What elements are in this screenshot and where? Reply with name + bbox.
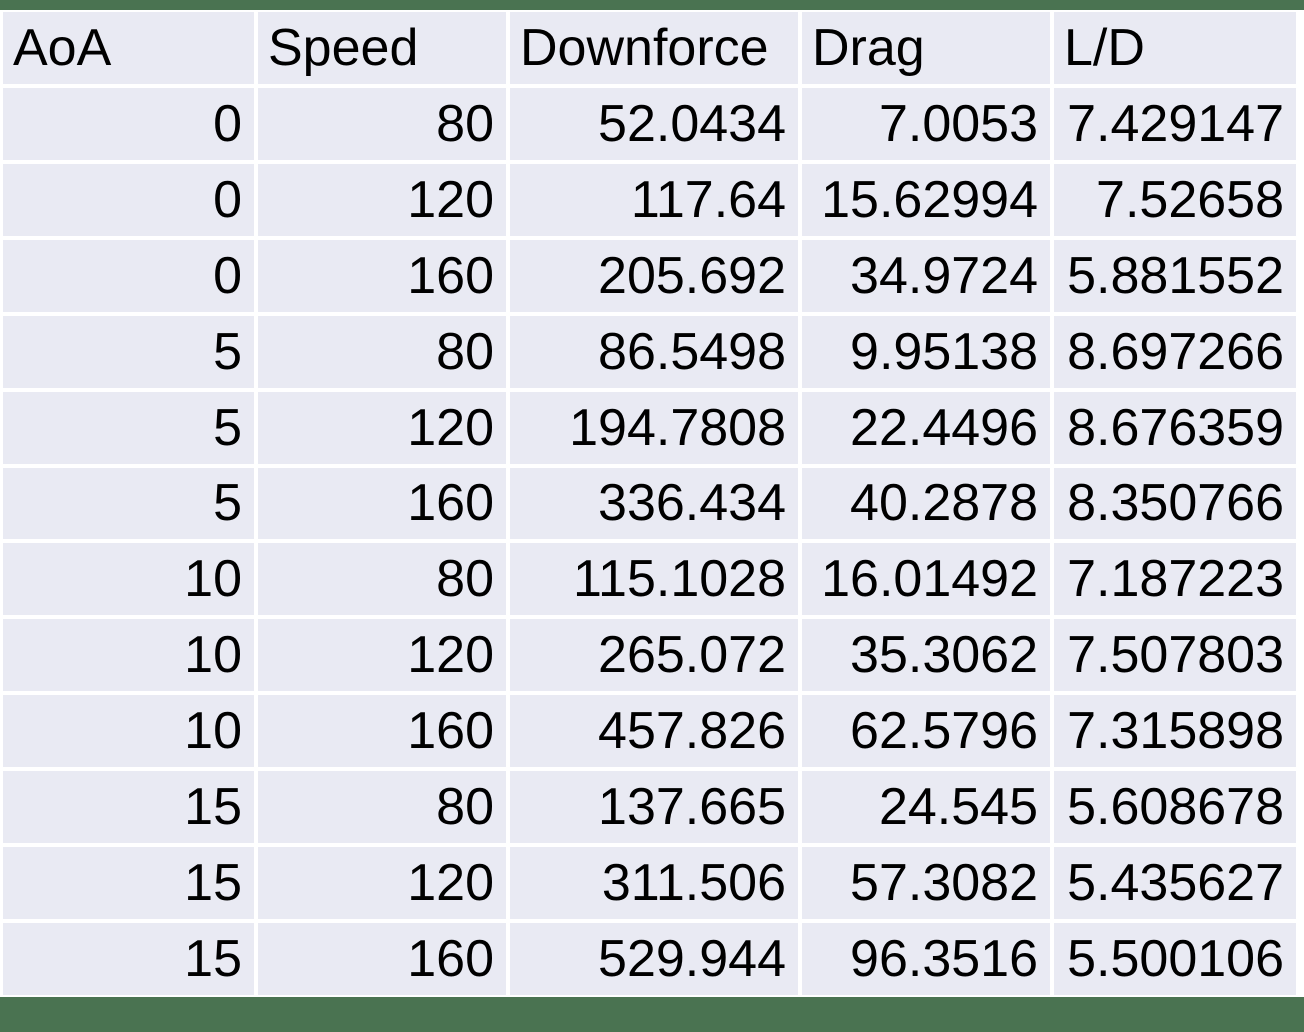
column-header-aoa[interactable]: AoA — [3, 12, 254, 84]
table-cell[interactable]: 57.3082 — [802, 847, 1050, 920]
table-cell[interactable]: 7.507803 — [1054, 619, 1296, 692]
table-cell[interactable]: 5.881552 — [1054, 239, 1296, 312]
table-cell[interactable]: 15 — [3, 771, 254, 844]
table-cell[interactable]: 80 — [258, 315, 506, 388]
table-cell[interactable]: 15 — [3, 847, 254, 920]
table-cell[interactable]: 15 — [3, 923, 254, 995]
table-cell[interactable]: 5 — [3, 315, 254, 388]
column-header-l-d[interactable]: L/D — [1054, 12, 1296, 84]
table-cell[interactable]: 160 — [258, 239, 506, 312]
table-cell[interactable]: 457.826 — [510, 695, 798, 768]
data-table: AoA Speed Downforce Drag L/D 0 80 52.0434 7.0053… — [0, 10, 1304, 997]
table-cell[interactable]: 80 — [258, 543, 506, 616]
column-header-speed[interactable]: Speed — [258, 12, 506, 84]
table-cell[interactable]: 205.692 — [510, 239, 798, 312]
table-cell[interactable]: 0 — [3, 87, 254, 160]
table-cell[interactable]: 80 — [258, 771, 506, 844]
table-cell[interactable]: 529.944 — [510, 923, 798, 995]
table-cell[interactable]: 35.3062 — [802, 619, 1050, 692]
column-header-downforce[interactable]: Downforce — [510, 12, 798, 84]
table-cell[interactable]: 5 — [3, 467, 254, 540]
table-cell[interactable]: 311.506 — [510, 847, 798, 920]
table-cell[interactable]: 24.545 — [802, 771, 1050, 844]
table-cell[interactable]: 7.52658 — [1054, 163, 1296, 236]
table-cell[interactable]: 115.1028 — [510, 543, 798, 616]
table-cell[interactable]: 8.350766 — [1054, 467, 1296, 540]
table-cell[interactable]: 5 — [3, 391, 254, 464]
table-cell[interactable]: 120 — [258, 847, 506, 920]
table-cell[interactable]: 10 — [3, 543, 254, 616]
table-cell[interactable]: 265.072 — [510, 619, 798, 692]
table-cell[interactable]: 9.95138 — [802, 315, 1050, 388]
table-cell[interactable]: 120 — [258, 391, 506, 464]
table-cell[interactable]: 7.0053 — [802, 87, 1050, 160]
table-cell[interactable]: 62.5796 — [802, 695, 1050, 768]
table-cell[interactable]: 86.5498 — [510, 315, 798, 388]
table-cell[interactable]: 5.500106 — [1054, 923, 1296, 995]
table-cell[interactable]: 7.187223 — [1054, 543, 1296, 616]
table-cell[interactable]: 160 — [258, 695, 506, 768]
table-cell[interactable]: 80 — [258, 87, 506, 160]
table-cell[interactable]: 40.2878 — [802, 467, 1050, 540]
table-cell[interactable]: 120 — [258, 619, 506, 692]
table-cell[interactable]: 22.4496 — [802, 391, 1050, 464]
table-cell[interactable]: 117.64 — [510, 163, 798, 236]
table-cell[interactable]: 5.608678 — [1054, 771, 1296, 844]
table-cell[interactable]: 34.9724 — [802, 239, 1050, 312]
table-cell[interactable]: 52.0434 — [510, 87, 798, 160]
column-header-drag[interactable]: Drag — [802, 12, 1050, 84]
table-cell[interactable]: 120 — [258, 163, 506, 236]
table-cell[interactable]: 5.435627 — [1054, 847, 1296, 920]
table-cell[interactable]: 16.01492 — [802, 543, 1050, 616]
table-cell[interactable]: 8.676359 — [1054, 391, 1296, 464]
table-cell[interactable]: 7.315898 — [1054, 695, 1296, 768]
table-cell[interactable]: 15.62994 — [802, 163, 1050, 236]
table-cell[interactable]: 160 — [258, 467, 506, 540]
table-cell[interactable]: 0 — [3, 163, 254, 236]
table-cell[interactable]: 96.3516 — [802, 923, 1050, 995]
table-cell[interactable]: 0 — [3, 239, 254, 312]
table-cell[interactable]: 336.434 — [510, 467, 798, 540]
table-cell[interactable]: 194.7808 — [510, 391, 798, 464]
table-cell[interactable]: 10 — [3, 695, 254, 768]
table-cell[interactable]: 137.665 — [510, 771, 798, 844]
table-cell[interactable]: 160 — [258, 923, 506, 995]
table-cell[interactable]: 10 — [3, 619, 254, 692]
table-cell[interactable]: 7.429147 — [1054, 87, 1296, 160]
table-cell[interactable]: 8.697266 — [1054, 315, 1296, 388]
